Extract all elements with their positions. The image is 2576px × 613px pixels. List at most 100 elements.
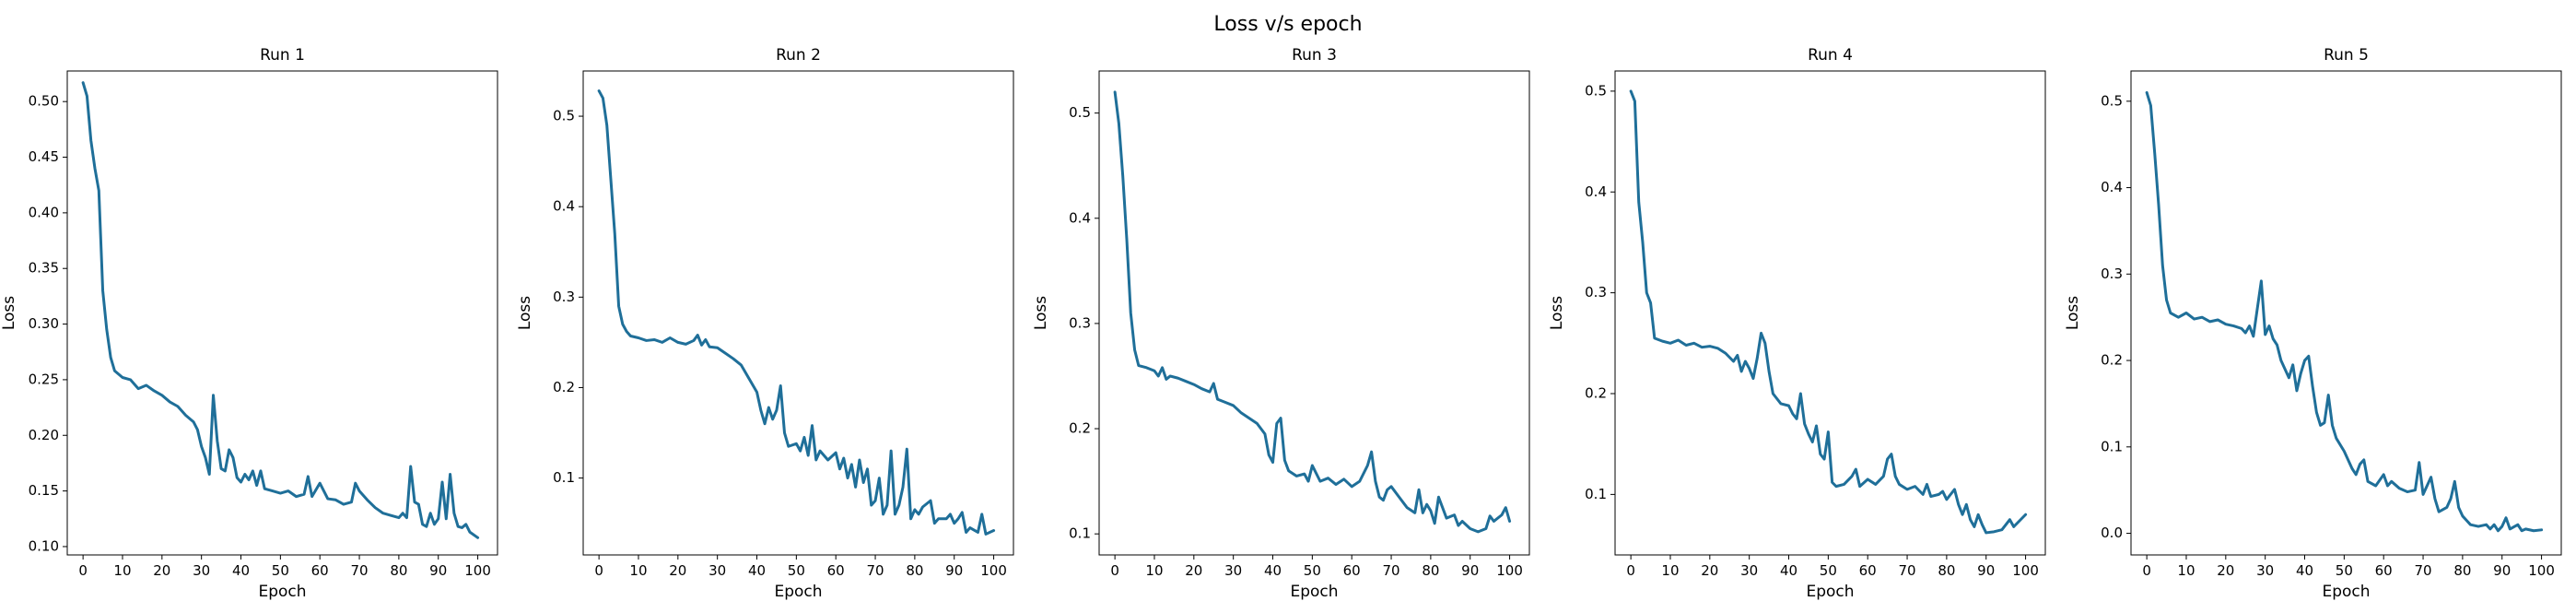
y-axis-label: Loss xyxy=(1548,296,1566,330)
x-tick-label: 10 xyxy=(1661,562,1679,579)
x-tick-label: 70 xyxy=(2414,562,2431,579)
x-tick-label: 100 xyxy=(2528,562,2555,579)
x-tick-label: 90 xyxy=(1977,562,1995,579)
y-tick-label: 0.4 xyxy=(553,198,575,215)
x-tick-label: 0 xyxy=(594,562,603,579)
y-tick-label: 0.25 xyxy=(29,371,59,387)
y-tick-label: 0.4 xyxy=(2101,179,2123,195)
x-tick-label: 70 xyxy=(866,562,884,579)
x-tick-label: 90 xyxy=(945,562,963,579)
subplot-title: Run 5 xyxy=(2324,46,2369,65)
subplot-run-3: Run 3 0 10 20 30 40 50 60 70 80 90 100 0.1 0.2 0.3 0.4 0… xyxy=(1032,46,1530,601)
x-axis-label: Epoch xyxy=(258,583,306,601)
subplot-run-5: Run 5 0 10 20 30 40 50 60 70 80 90 100 0.0 0.1 0.2 0.3 0… xyxy=(2064,46,2562,601)
y-tick-label: 0.20 xyxy=(29,427,59,443)
y-tick-label: 0.10 xyxy=(29,537,59,554)
x-tick-label: 40 xyxy=(2296,562,2313,579)
loss-series-line xyxy=(1113,90,1512,534)
y-tick-label: 0.3 xyxy=(1069,314,1091,331)
x-tick-label: 80 xyxy=(2453,562,2471,579)
y-tick-label: 0.1 xyxy=(1585,486,1607,502)
y-axis-label: Loss xyxy=(2064,296,2082,330)
x-tick-label: 50 xyxy=(272,562,289,579)
axes-frame xyxy=(2130,70,2562,556)
x-tick-label: 80 xyxy=(906,562,923,579)
x-tick-label: 0 xyxy=(2142,562,2151,579)
x-tick-label: 50 xyxy=(2336,562,2353,579)
x-tick-label: 40 xyxy=(1780,562,1797,579)
x-tick-label: 20 xyxy=(2217,562,2234,579)
x-tick-label: 40 xyxy=(748,562,766,579)
x-tick-label: 20 xyxy=(1185,562,1202,579)
y-axis-label: Loss xyxy=(0,296,18,330)
x-tick-label: 40 xyxy=(1264,562,1282,579)
y-tick-label: 0.5 xyxy=(2101,92,2123,109)
y-tick-label: 0.15 xyxy=(29,482,59,499)
subplot-run-2: Run 2 0 10 20 30 40 50 60 70 80 90 100 0.1 0.2 0.3 0.4 0… xyxy=(516,46,1014,601)
x-tick-label: 20 xyxy=(1701,562,1718,579)
axes-frame xyxy=(66,70,498,556)
x-tick-label: 100 xyxy=(980,562,1007,579)
y-tick-label: 0.1 xyxy=(1069,525,1091,542)
loss-series-line xyxy=(2145,90,2544,533)
x-tick-label: 70 xyxy=(1898,562,1915,579)
x-tick-label: 80 xyxy=(1422,562,1439,579)
x-tick-label: 0 xyxy=(78,562,88,579)
y-axis-label: Loss xyxy=(516,296,534,330)
loss-series-line xyxy=(1629,89,2028,535)
axes-frame xyxy=(1614,70,2046,556)
y-tick-label: 0.5 xyxy=(1069,104,1091,121)
x-tick-label: 70 xyxy=(1382,562,1399,579)
y-tick-label: 0.3 xyxy=(553,289,575,305)
y-tick-label: 0.2 xyxy=(1585,385,1607,402)
x-tick-label: 10 xyxy=(2177,562,2195,579)
figure-title: Loss v/s epoch xyxy=(1213,13,1362,36)
x-tick-label: 80 xyxy=(1938,562,1955,579)
y-tick-label: 0.1 xyxy=(553,469,575,486)
x-tick-label: 100 xyxy=(1496,562,1523,579)
x-tick-label: 0 xyxy=(1110,562,1119,579)
x-tick-label: 10 xyxy=(1145,562,1163,579)
x-tick-label: 40 xyxy=(232,562,250,579)
subplot-grid: Run 10 10 20 30 40 50 60 70 80 90 1000.100.150.200… xyxy=(0,46,2562,601)
x-tick-label: 50 xyxy=(1304,562,1321,579)
x-tick-label: 10 xyxy=(629,562,647,579)
y-tick-label: 0.40 xyxy=(29,204,59,220)
x-tick-label: 0 xyxy=(1626,562,1635,579)
x-tick-label: 60 xyxy=(827,562,845,579)
subplot-title: Run 1 xyxy=(260,46,305,65)
x-tick-label: 100 xyxy=(464,562,491,579)
subplot-title: Run 2 xyxy=(776,46,821,65)
x-tick-label: 50 xyxy=(1820,562,1837,579)
x-axis-label: Epoch xyxy=(1290,583,1338,601)
y-tick-label: 0.35 xyxy=(29,260,59,277)
subplot-run-4: Run 4 0 10 20 30 40 50 60 70 80 90 100 0.1 0.2 0.3 0.4 0… xyxy=(1548,46,2046,601)
y-tick-label: 0.30 xyxy=(29,315,59,332)
y-tick-label: 0.2 xyxy=(2101,352,2123,369)
axes-frame xyxy=(582,70,1014,556)
y-tick-label: 0.3 xyxy=(2101,265,2123,282)
y-axis-label: Loss xyxy=(1032,296,1050,330)
y-tick-label: 0.50 xyxy=(29,93,59,110)
x-tick-label: 90 xyxy=(429,562,447,579)
x-tick-label: 30 xyxy=(2256,562,2274,579)
subplot-title: Run 4 xyxy=(1808,46,1853,65)
y-tick-label: 0.1 xyxy=(2101,438,2123,454)
x-tick-label: 30 xyxy=(1224,562,1242,579)
subplot-title: Run 3 xyxy=(1292,46,1337,65)
y-tick-label: 0.4 xyxy=(1069,209,1091,226)
axes-frame xyxy=(1098,70,1530,556)
x-tick-label: 10 xyxy=(113,562,131,579)
y-tick-label: 0.0 xyxy=(2101,525,2123,541)
x-tick-label: 90 xyxy=(2493,562,2511,579)
x-tick-label: 80 xyxy=(390,562,407,579)
x-tick-label: 60 xyxy=(2375,562,2393,579)
y-tick-label: 0.2 xyxy=(553,379,575,395)
x-tick-label: 20 xyxy=(153,562,170,579)
y-tick-label: 0.45 xyxy=(29,148,59,165)
x-axis-label: Epoch xyxy=(1806,583,1854,601)
y-tick-label: 0.4 xyxy=(1585,183,1607,200)
x-tick-label: 60 xyxy=(1859,562,1877,579)
x-tick-label: 50 xyxy=(788,562,805,579)
